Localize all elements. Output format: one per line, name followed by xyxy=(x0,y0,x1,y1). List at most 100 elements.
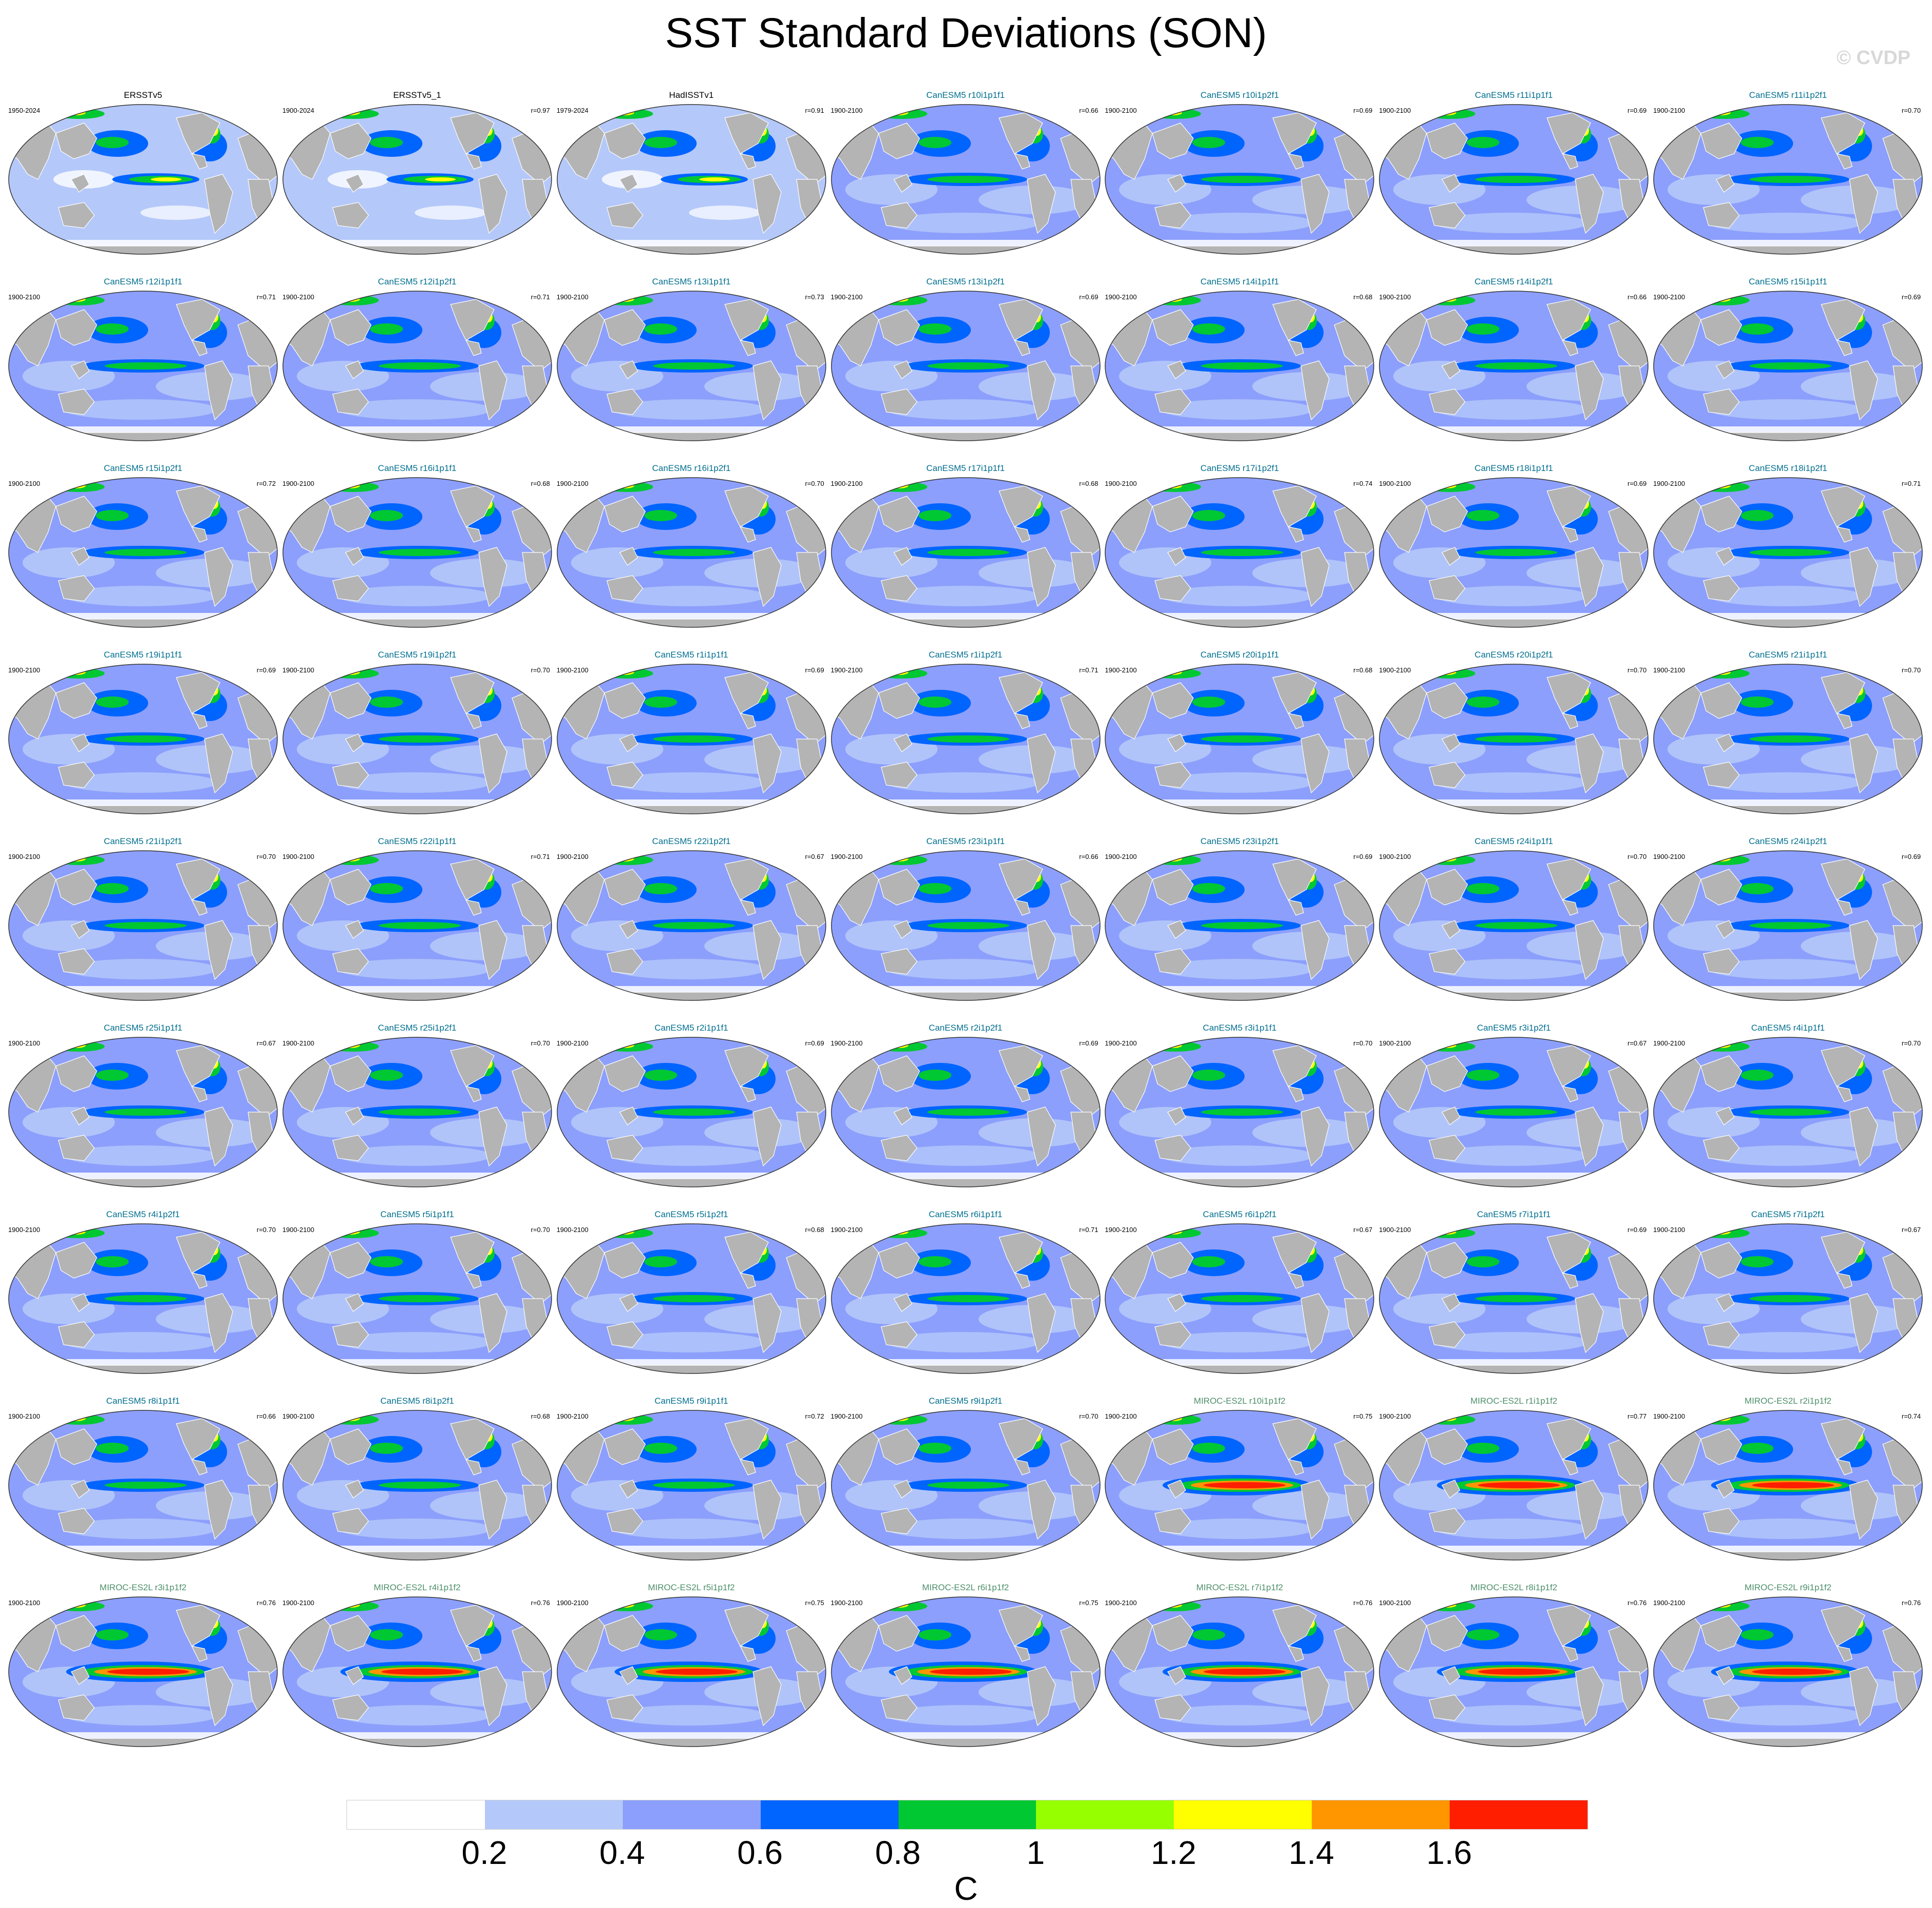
panel-correlation: r=0.70 xyxy=(256,1226,276,1234)
sst-std-map xyxy=(1379,1596,1649,1747)
map-panel: CanESM5 r21i1p2f1 1900-2100 r=0.70 xyxy=(6,834,280,1021)
panel-title: MIROC-ES2L r7i1p1f2 xyxy=(1196,1583,1284,1592)
panel-correlation: r=0.74 xyxy=(1901,1412,1921,1420)
panel-title: CanESM5 r13i1p2f1 xyxy=(926,277,1005,286)
panel-years: 1900-2100 xyxy=(556,480,588,487)
panel-years: 1900-2100 xyxy=(830,1412,863,1420)
panel-correlation: r=0.70 xyxy=(1353,1039,1373,1047)
panel-years: 1979-2024 xyxy=(556,107,588,114)
panel-years: 1900-2100 xyxy=(282,853,315,860)
sst-std-map xyxy=(1105,1037,1375,1187)
panel-title: MIROC-ES2L r2i1p1f2 xyxy=(1744,1396,1832,1406)
sst-std-map xyxy=(1379,664,1649,814)
map-panel: ERSSTv5_1 1900-2024 r=0.97 xyxy=(280,88,554,275)
panel-years: 1900-2100 xyxy=(1653,1039,1685,1047)
sst-std-map xyxy=(556,1037,826,1187)
map-panel: MIROC-ES2L r7i1p1f2 1900-2100 r=0.76 xyxy=(1103,1581,1376,1767)
panel-title: CanESM5 r2i1p2f1 xyxy=(928,1023,1003,1033)
panel-title: CanESM5 r22i1p2f1 xyxy=(652,836,731,846)
panel-title: CanESM5 r20i1p2f1 xyxy=(1474,650,1553,660)
map-panel: MIROC-ES2L r2i1p1f2 1900-2100 r=0.74 xyxy=(1651,1394,1925,1581)
panel-years: 1900-2100 xyxy=(1105,853,1137,860)
map-panel: CanESM5 r7i1p1f1 1900-2100 r=0.69 xyxy=(1377,1207,1651,1394)
panel-years: 1900-2100 xyxy=(1653,1226,1685,1234)
panel-years: 1900-2100 xyxy=(1105,1412,1137,1420)
panel-correlation: r=0.69 xyxy=(1079,1039,1099,1047)
colorbar-segment xyxy=(898,1800,1036,1829)
panel-years: 1900-2100 xyxy=(1379,853,1411,860)
map-panel: MIROC-ES2L r9i1p1f2 1900-2100 r=0.76 xyxy=(1651,1581,1925,1767)
panel-correlation: r=0.68 xyxy=(805,1226,824,1234)
map-panel: CanESM5 r14i1p1f1 1900-2100 r=0.68 xyxy=(1103,275,1376,461)
colorbar-segment xyxy=(1450,1800,1588,1829)
panel-title: CanESM5 r1i1p1f1 xyxy=(654,650,728,660)
figure-title: SST Standard Deviations (SON) xyxy=(665,10,1267,56)
panel-correlation: r=0.68 xyxy=(1079,480,1099,487)
panel-title: CanESM5 r8i1p2f1 xyxy=(380,1396,454,1406)
panel-years: 1900-2100 xyxy=(830,1599,863,1607)
panel-correlation: r=0.66 xyxy=(1627,293,1647,301)
sst-std-map xyxy=(8,850,278,1001)
map-panel: CanESM5 r25i1p1f1 1900-2100 r=0.67 xyxy=(6,1021,280,1207)
map-panel: CanESM5 r4i1p1f1 1900-2100 r=0.70 xyxy=(1651,1021,1925,1207)
sst-std-map xyxy=(556,291,826,441)
map-panel: CanESM5 r3i1p1f1 1900-2100 r=0.70 xyxy=(1103,1021,1376,1207)
map-panel: CanESM5 r23i1p1f1 1900-2100 r=0.66 xyxy=(829,834,1103,1021)
panel-years: 1900-2100 xyxy=(1105,1599,1137,1607)
panel-title: CanESM5 r8i1p1f1 xyxy=(106,1396,180,1406)
panel-years: 1900-2100 xyxy=(1379,666,1411,674)
panel-years: 1900-2100 xyxy=(282,293,315,301)
map-panel: MIROC-ES2L r4i1p1f2 1900-2100 r=0.76 xyxy=(280,1581,554,1767)
colorbar-segment xyxy=(1312,1800,1450,1829)
panel-years: 1900-2100 xyxy=(830,1039,863,1047)
panel-title: CanESM5 r9i1p2f1 xyxy=(928,1396,1003,1406)
panel-title: CanESM5 r21i1p1f1 xyxy=(1748,650,1827,660)
map-panel: MIROC-ES2L r6i1p1f2 1900-2100 r=0.75 xyxy=(829,1581,1103,1767)
panel-title: CanESM5 r4i1p1f1 xyxy=(1751,1023,1825,1033)
panel-correlation: r=0.70 xyxy=(1901,1039,1921,1047)
panel-correlation: r=0.70 xyxy=(805,480,824,487)
sst-std-map xyxy=(830,1037,1101,1187)
panel-years: 1900-2100 xyxy=(1379,1226,1411,1234)
panel-correlation: r=0.76 xyxy=(1901,1599,1921,1607)
panel-years: 1900-2100 xyxy=(556,666,588,674)
panel-title: CanESM5 r3i1p1f1 xyxy=(1203,1023,1277,1033)
map-panel: CanESM5 r22i1p1f1 1900-2100 r=0.71 xyxy=(280,834,554,1021)
panel-years: 1900-2100 xyxy=(8,1412,40,1420)
panel-years: 1900-2100 xyxy=(8,480,40,487)
sst-std-map xyxy=(556,1223,826,1374)
panel-correlation: r=0.75 xyxy=(1353,1412,1373,1420)
sst-std-map xyxy=(8,1410,278,1561)
panel-years: 1900-2100 xyxy=(556,1226,588,1234)
panel-years: 1900-2100 xyxy=(556,1412,588,1420)
panel-title: CanESM5 r18i1p2f1 xyxy=(1748,463,1827,473)
panel-title: CanESM5 r15i1p1f1 xyxy=(1748,277,1827,286)
map-panel: CanESM5 r6i1p1f1 1900-2100 r=0.71 xyxy=(829,1207,1103,1394)
panel-title: MIROC-ES2L r6i1p1f2 xyxy=(922,1583,1009,1592)
panel-years: 1900-2100 xyxy=(1653,293,1685,301)
sst-std-map xyxy=(1653,664,1923,814)
panel-title: MIROC-ES2L r8i1p1f2 xyxy=(1470,1583,1557,1592)
sst-std-map xyxy=(556,850,826,1001)
panel-title: CanESM5 r17i1p1f1 xyxy=(926,463,1005,473)
panel-title: MIROC-ES2L r10i1p1f2 xyxy=(1193,1396,1286,1406)
panel-title: CanESM5 r15i1p2f1 xyxy=(104,463,182,473)
panel-correlation: r=0.69 xyxy=(1627,480,1647,487)
sst-std-map xyxy=(8,104,278,255)
sst-std-map xyxy=(830,291,1101,441)
panel-years: 1900-2100 xyxy=(830,666,863,674)
colorbar-segment xyxy=(347,1800,485,1829)
panel-correlation: r=0.72 xyxy=(256,480,276,487)
colorbar-segment xyxy=(622,1800,761,1829)
sst-std-map xyxy=(8,291,278,441)
panel-correlation: r=0.67 xyxy=(1353,1226,1373,1234)
sst-std-map xyxy=(8,664,278,814)
panel-correlation: r=0.68 xyxy=(1353,293,1373,301)
panel-years: 1900-2100 xyxy=(8,1226,40,1234)
panel-years: 1900-2100 xyxy=(1379,1412,1411,1420)
colorbar xyxy=(347,1800,1588,1830)
sst-std-map xyxy=(8,1223,278,1374)
panel-title: MIROC-ES2L r1i1p1f2 xyxy=(1470,1396,1557,1406)
sst-std-map xyxy=(556,477,826,628)
panel-title: CanESM5 r1i1p2f1 xyxy=(928,650,1003,660)
